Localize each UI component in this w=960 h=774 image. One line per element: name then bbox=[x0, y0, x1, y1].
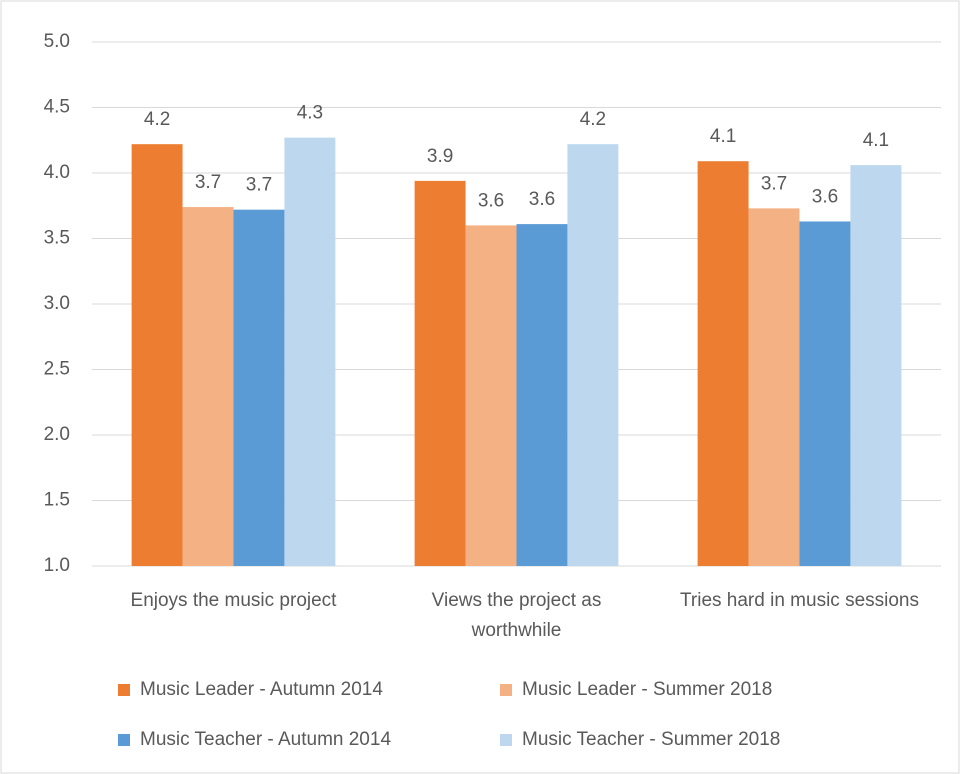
y-tick-label: 3.5 bbox=[44, 228, 70, 249]
y-tick-label: 2.0 bbox=[44, 424, 70, 445]
bar bbox=[131, 144, 183, 566]
legend-swatch bbox=[118, 684, 130, 696]
data-label: 3.6 bbox=[529, 189, 555, 210]
data-label: 3.7 bbox=[195, 172, 221, 193]
bar bbox=[284, 137, 336, 566]
legend-swatch bbox=[500, 734, 512, 746]
bar bbox=[748, 208, 800, 566]
legend-label: Music Teacher - Autumn 2014 bbox=[140, 729, 391, 750]
legend-label: Music Leader - Summer 2018 bbox=[522, 679, 772, 700]
bar bbox=[516, 224, 568, 566]
data-label: 3.6 bbox=[478, 190, 504, 211]
y-tick-label: 3.0 bbox=[44, 293, 70, 314]
bar bbox=[182, 207, 234, 566]
legend-label: Music Teacher - Summer 2018 bbox=[522, 729, 780, 750]
x-tick-label: Tries hard in music sessions bbox=[680, 590, 919, 611]
y-tick-label: 2.5 bbox=[44, 359, 70, 380]
legend-swatch bbox=[118, 734, 130, 746]
x-tick-label: Views the project as worthwhile bbox=[431, 590, 602, 641]
data-label: 4.2 bbox=[144, 109, 170, 130]
bar bbox=[233, 209, 285, 566]
y-tick-label: 4.5 bbox=[44, 97, 70, 118]
bar bbox=[799, 221, 851, 566]
data-label: 4.2 bbox=[580, 109, 606, 130]
data-label: 3.7 bbox=[761, 173, 787, 194]
bar bbox=[465, 225, 517, 566]
x-tick-label: Enjoys the music project bbox=[130, 590, 337, 611]
bar bbox=[567, 144, 619, 566]
data-label: 4.3 bbox=[297, 103, 323, 124]
data-label: 3.6 bbox=[812, 186, 838, 207]
bar bbox=[697, 161, 749, 566]
y-tick-label: 1.5 bbox=[44, 490, 70, 511]
bar bbox=[850, 165, 902, 566]
y-tick-label: 4.0 bbox=[44, 162, 70, 183]
bar bbox=[414, 180, 466, 567]
data-label: 4.1 bbox=[863, 130, 889, 151]
data-label: 3.9 bbox=[427, 146, 453, 167]
legend-swatch bbox=[500, 684, 512, 696]
data-label: 4.1 bbox=[710, 126, 736, 147]
legend-label: Music Leader - Autumn 2014 bbox=[140, 679, 383, 700]
y-tick-label: 1.0 bbox=[44, 555, 70, 576]
y-tick-label: 5.0 bbox=[44, 31, 70, 52]
data-label: 3.7 bbox=[246, 175, 272, 196]
